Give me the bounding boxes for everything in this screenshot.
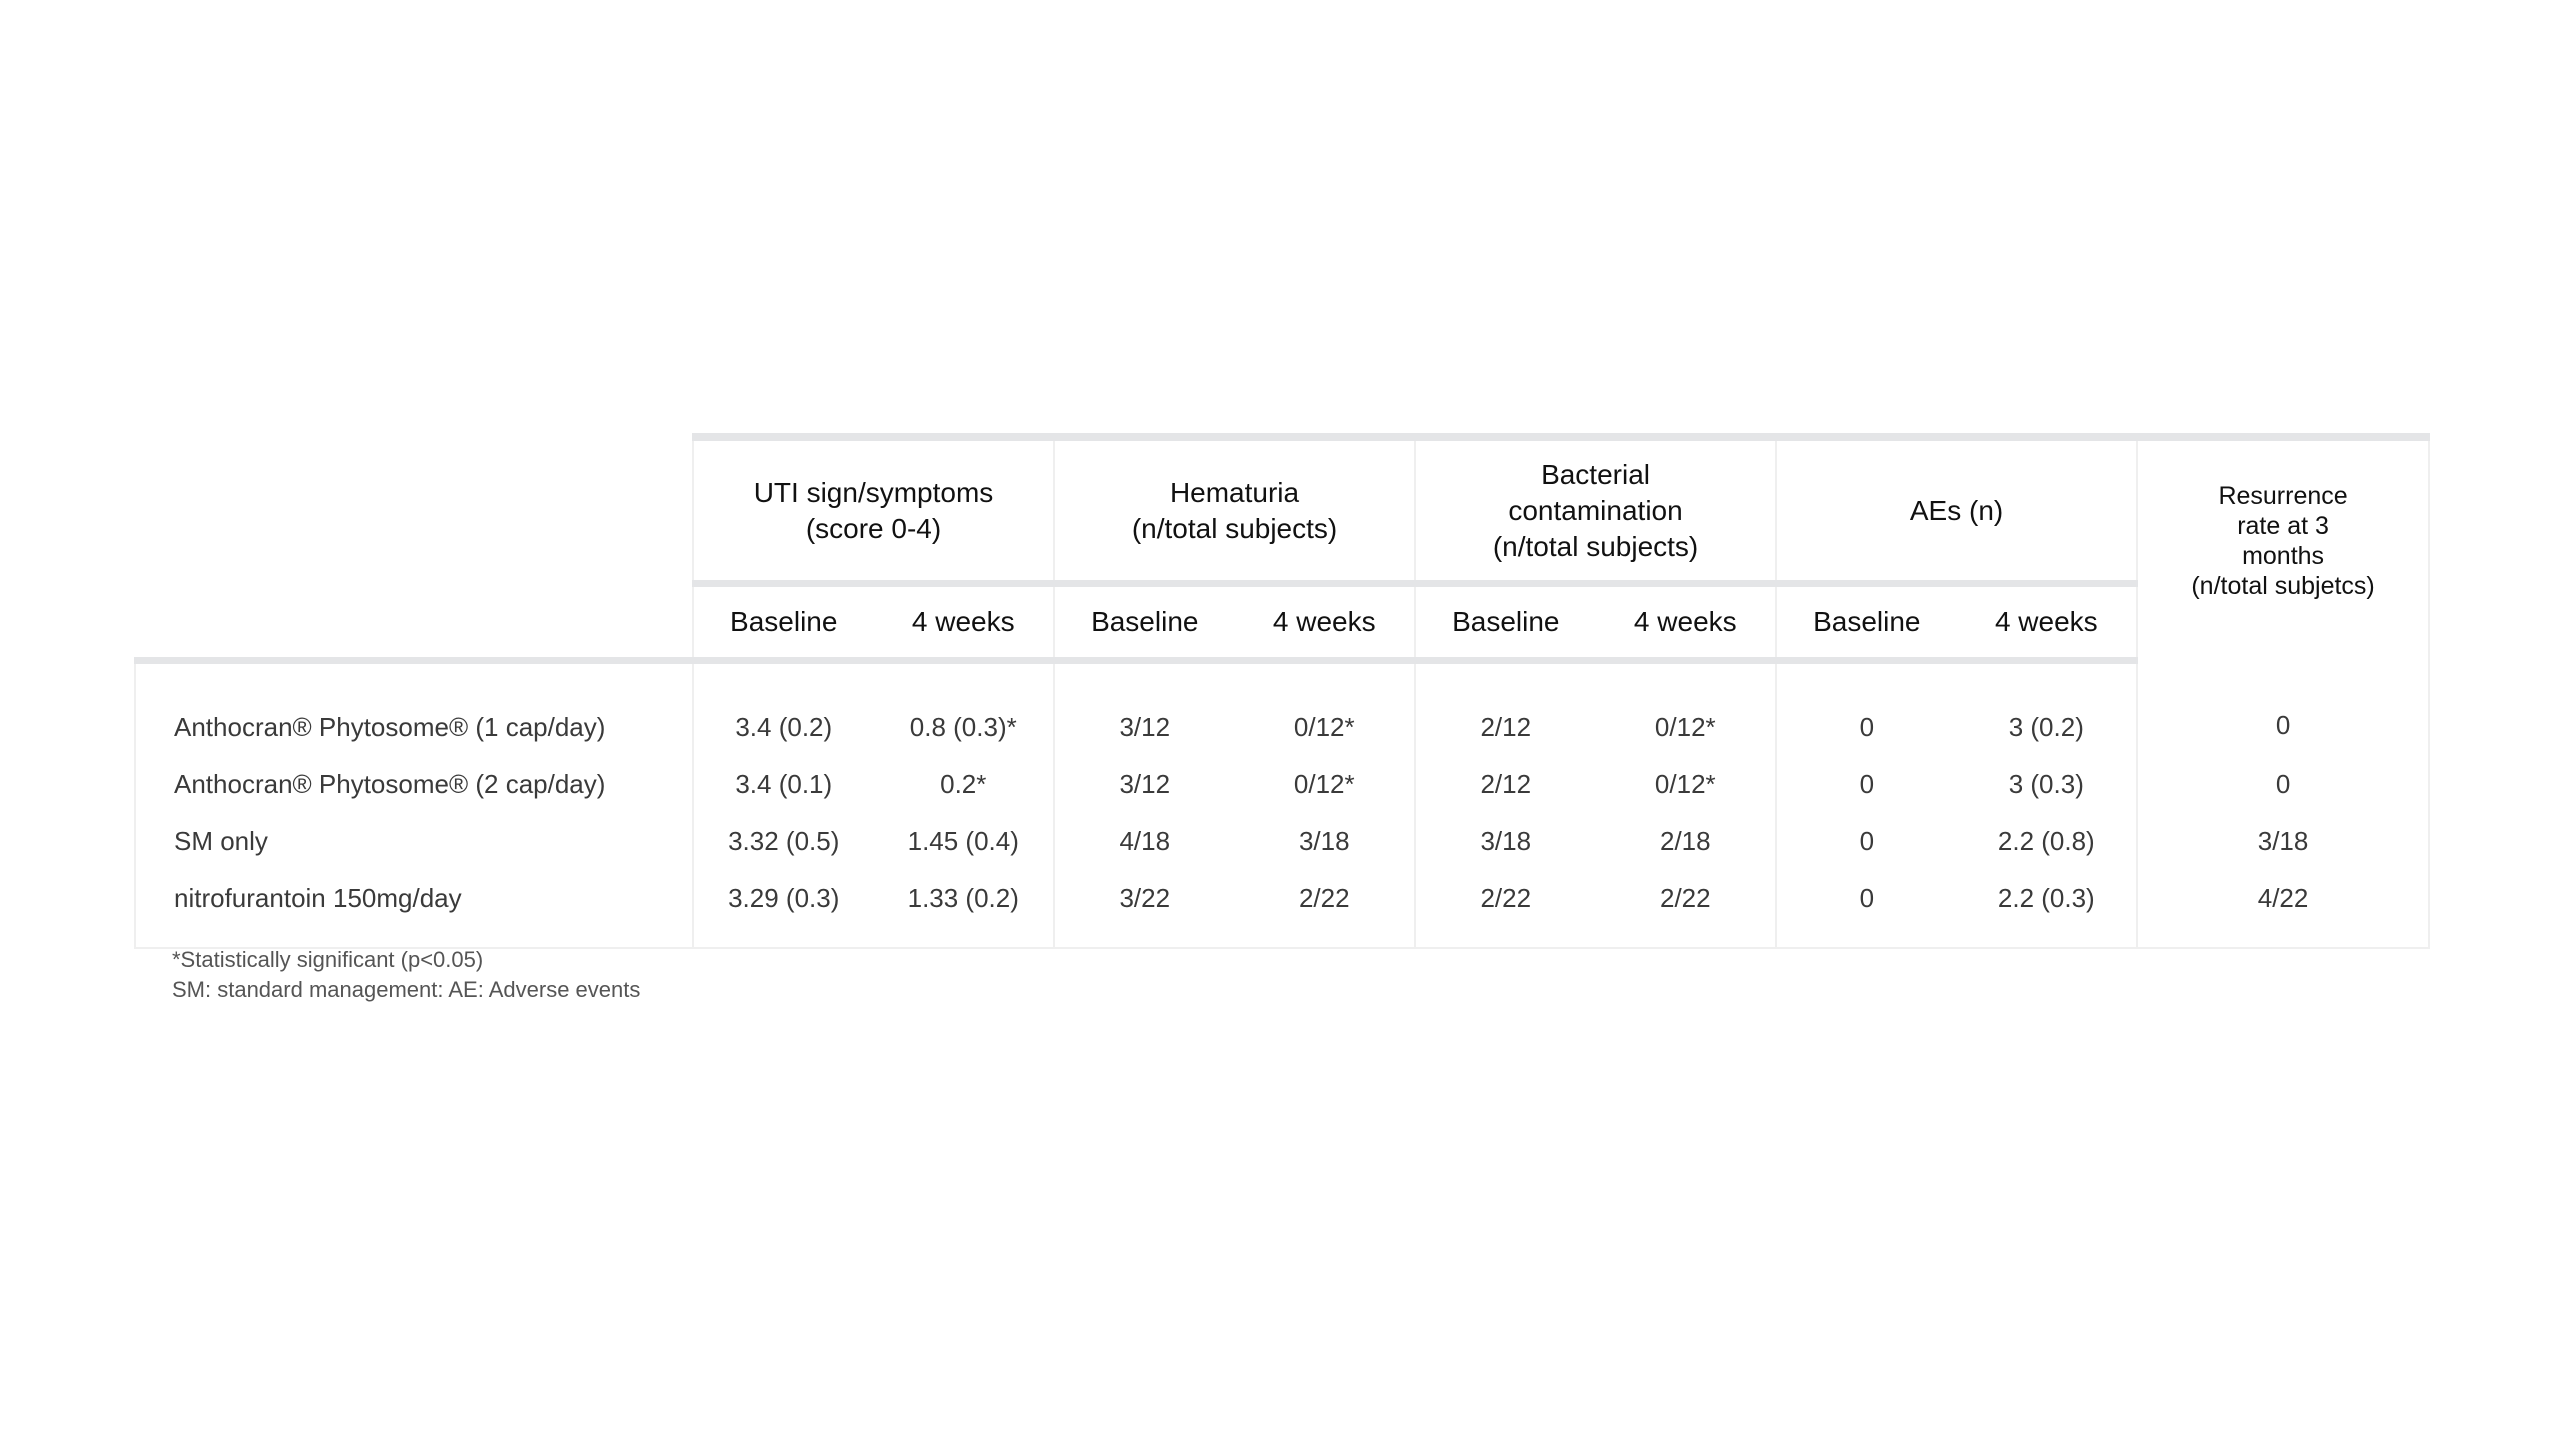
- table-cell: 3/22: [1053, 870, 1235, 949]
- table-cell: 0: [2136, 756, 2431, 813]
- row-label: nitrofurantoin 150mg/day: [134, 870, 693, 949]
- table-cell: 4/22: [2136, 870, 2431, 949]
- subheader-baseline: Baseline: [692, 583, 874, 664]
- table-cell: 0/12*: [1293, 769, 1355, 799]
- group-header-hematuria: Hematuria (n/total subjects): [1053, 433, 1416, 587]
- table-cell: 3/12: [1053, 660, 1235, 756]
- table-row: SM only 3.32 (0.5) 1.45 (0.4) 4/18 3/18 3/18 2…: [134, 813, 2431, 870]
- table-cell: 2/12: [1414, 660, 1596, 756]
- table-cell: 0: [2136, 660, 2431, 756]
- table-cell: 2/22: [1234, 870, 1416, 949]
- table-cell: 2.2 (0.8): [1997, 826, 2095, 856]
- group-header-bacterial: Bacterial contamination (n/total subject…: [1414, 433, 1777, 587]
- table-cell: 0: [1775, 756, 1957, 813]
- subheader-4-weeks: 4 weeks: [1595, 583, 1777, 664]
- table-cell: 3/18: [1414, 813, 1596, 870]
- table-row: Anthocran® Phytosome® (2 cap/day) 3.4 (0.…: [134, 756, 2431, 813]
- table-cell: 0.8 (0.3)*: [909, 712, 1017, 742]
- subheader-4-weeks: 4 weeks: [1956, 583, 2138, 664]
- table-cell: 0/12*: [1293, 712, 1355, 742]
- results-table: UTI sign/symptoms (score 0-4) Hematuria …: [134, 433, 2431, 949]
- table-cell: 3.4 (0.1): [692, 756, 874, 813]
- subheader-baseline: Baseline: [1053, 583, 1235, 664]
- row-label: Anthocran® Phytosome® (1 cap/day): [134, 660, 693, 756]
- table-cell: 0: [1775, 813, 1957, 870]
- table-cell: 0/12*: [1654, 712, 1716, 742]
- table-cell: 3.29 (0.3): [692, 870, 874, 949]
- group-header-uti: UTI sign/symptoms (score 0-4): [691, 433, 1055, 587]
- table-cell: 3/18: [2136, 813, 2431, 870]
- table-cell: 3.32 (0.5): [692, 813, 874, 870]
- subheader-4-weeks: 4 weeks: [1234, 583, 1416, 664]
- table-cell: 0.2*: [940, 769, 987, 799]
- table-cell: 2/22: [1595, 870, 1777, 949]
- table-cell: 1.45 (0.4): [907, 826, 1019, 856]
- table-row: nitrofurantoin 150mg/day 3.29 (0.3) 1.33 (…: [134, 870, 2431, 949]
- table-cell: 3 (0.2): [2008, 712, 2084, 742]
- row-label: SM only: [134, 813, 693, 870]
- table-cell: 3.4 (0.2): [692, 660, 874, 756]
- table-cell: 2/22: [1414, 870, 1596, 949]
- table-cell: 2/18: [1659, 826, 1711, 856]
- table-cell: 0/12*: [1654, 769, 1716, 799]
- group-header-aes: AEs (n): [1775, 433, 2138, 587]
- footnote-abbreviations: SM: standard management: AE: Adverse eve…: [172, 977, 641, 1002]
- table-cell: 3 (0.3): [2008, 769, 2084, 799]
- table-cell: 0: [1775, 870, 1957, 949]
- table-cell: 1.33 (0.2): [873, 870, 1055, 949]
- corner-cell-lower: [135, 583, 693, 664]
- table-row: Anthocran® Phytosome® (1 cap/day) 3.4 (0.…: [134, 660, 2431, 756]
- subheader-baseline: Baseline: [1414, 583, 1596, 664]
- table-cell: 3/18: [1298, 826, 1350, 856]
- subheader-4-weeks: 4 weeks: [873, 583, 1055, 664]
- table-cell: 3/12: [1053, 756, 1235, 813]
- table-cell: 2.2 (0.3): [1956, 870, 2138, 949]
- header-recurrence: Resurrence rate at 3 months (n/total sub…: [2136, 433, 2431, 661]
- row-label: Anthocran® Phytosome® (2 cap/day): [134, 756, 693, 813]
- table-cell: 2/12: [1414, 756, 1596, 813]
- corner-cell: [135, 437, 693, 584]
- subheader-baseline: Baseline: [1775, 583, 1957, 664]
- footnote-significance: *Statistically significant (p<0.05): [172, 947, 484, 972]
- table-cell: 4/18: [1053, 813, 1235, 870]
- table-cell: 0: [1775, 660, 1957, 756]
